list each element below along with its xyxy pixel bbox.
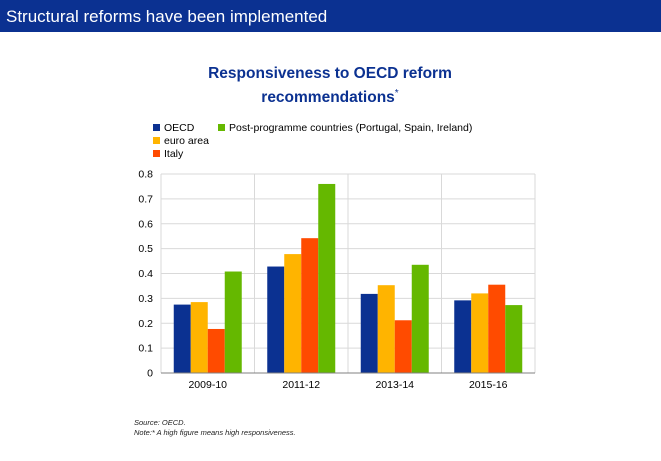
- y-tick-label: 0.8: [138, 169, 153, 181]
- x-tick-label: 2013-14: [375, 379, 414, 391]
- y-tick-label: 0.1: [138, 343, 153, 355]
- bar: [394, 320, 412, 373]
- source-note: Source: OECD.: [134, 418, 186, 427]
- header-bar: Structural reforms have been implemented: [0, 0, 661, 32]
- bar: [190, 302, 208, 373]
- chart-title-text: Responsiveness to OECD reform recommenda…: [208, 65, 452, 107]
- y-tick-label: 0.5: [138, 243, 153, 255]
- slide-title: Structural reforms have been implemented: [6, 7, 328, 26]
- x-tick-label: 2009-10: [188, 379, 227, 391]
- y-tick-label: 0: [147, 368, 153, 380]
- bar: [488, 284, 506, 373]
- y-tick-label: 0.4: [138, 268, 153, 280]
- y-tick-label: 0.7: [138, 193, 153, 205]
- bar: [505, 305, 523, 373]
- bar: [411, 264, 429, 373]
- bar: [267, 266, 285, 373]
- x-tick-label: 2015-16: [469, 379, 508, 391]
- y-tick-label: 0.2: [138, 318, 153, 330]
- bar: [377, 285, 395, 373]
- chart-title: Responsiveness to OECD reform recommenda…: [160, 64, 500, 108]
- chart-title-marker: *: [394, 88, 399, 99]
- footnote: Note:* A high figure means high responsi…: [134, 428, 296, 437]
- bar: [284, 254, 302, 373]
- bar: [207, 328, 225, 373]
- chart-notes: Source: OECD. Note:* A high figure means…: [134, 418, 296, 438]
- bar: [224, 271, 242, 373]
- y-tick-label: 0.3: [138, 293, 153, 305]
- bar: [471, 293, 489, 373]
- bar: [454, 300, 472, 373]
- bar: [301, 238, 319, 373]
- bar: [318, 183, 336, 373]
- y-tick-label: 0.6: [138, 218, 153, 230]
- bar: [360, 293, 378, 373]
- x-tick-label: 2011-12: [282, 379, 320, 391]
- bar: [173, 304, 191, 373]
